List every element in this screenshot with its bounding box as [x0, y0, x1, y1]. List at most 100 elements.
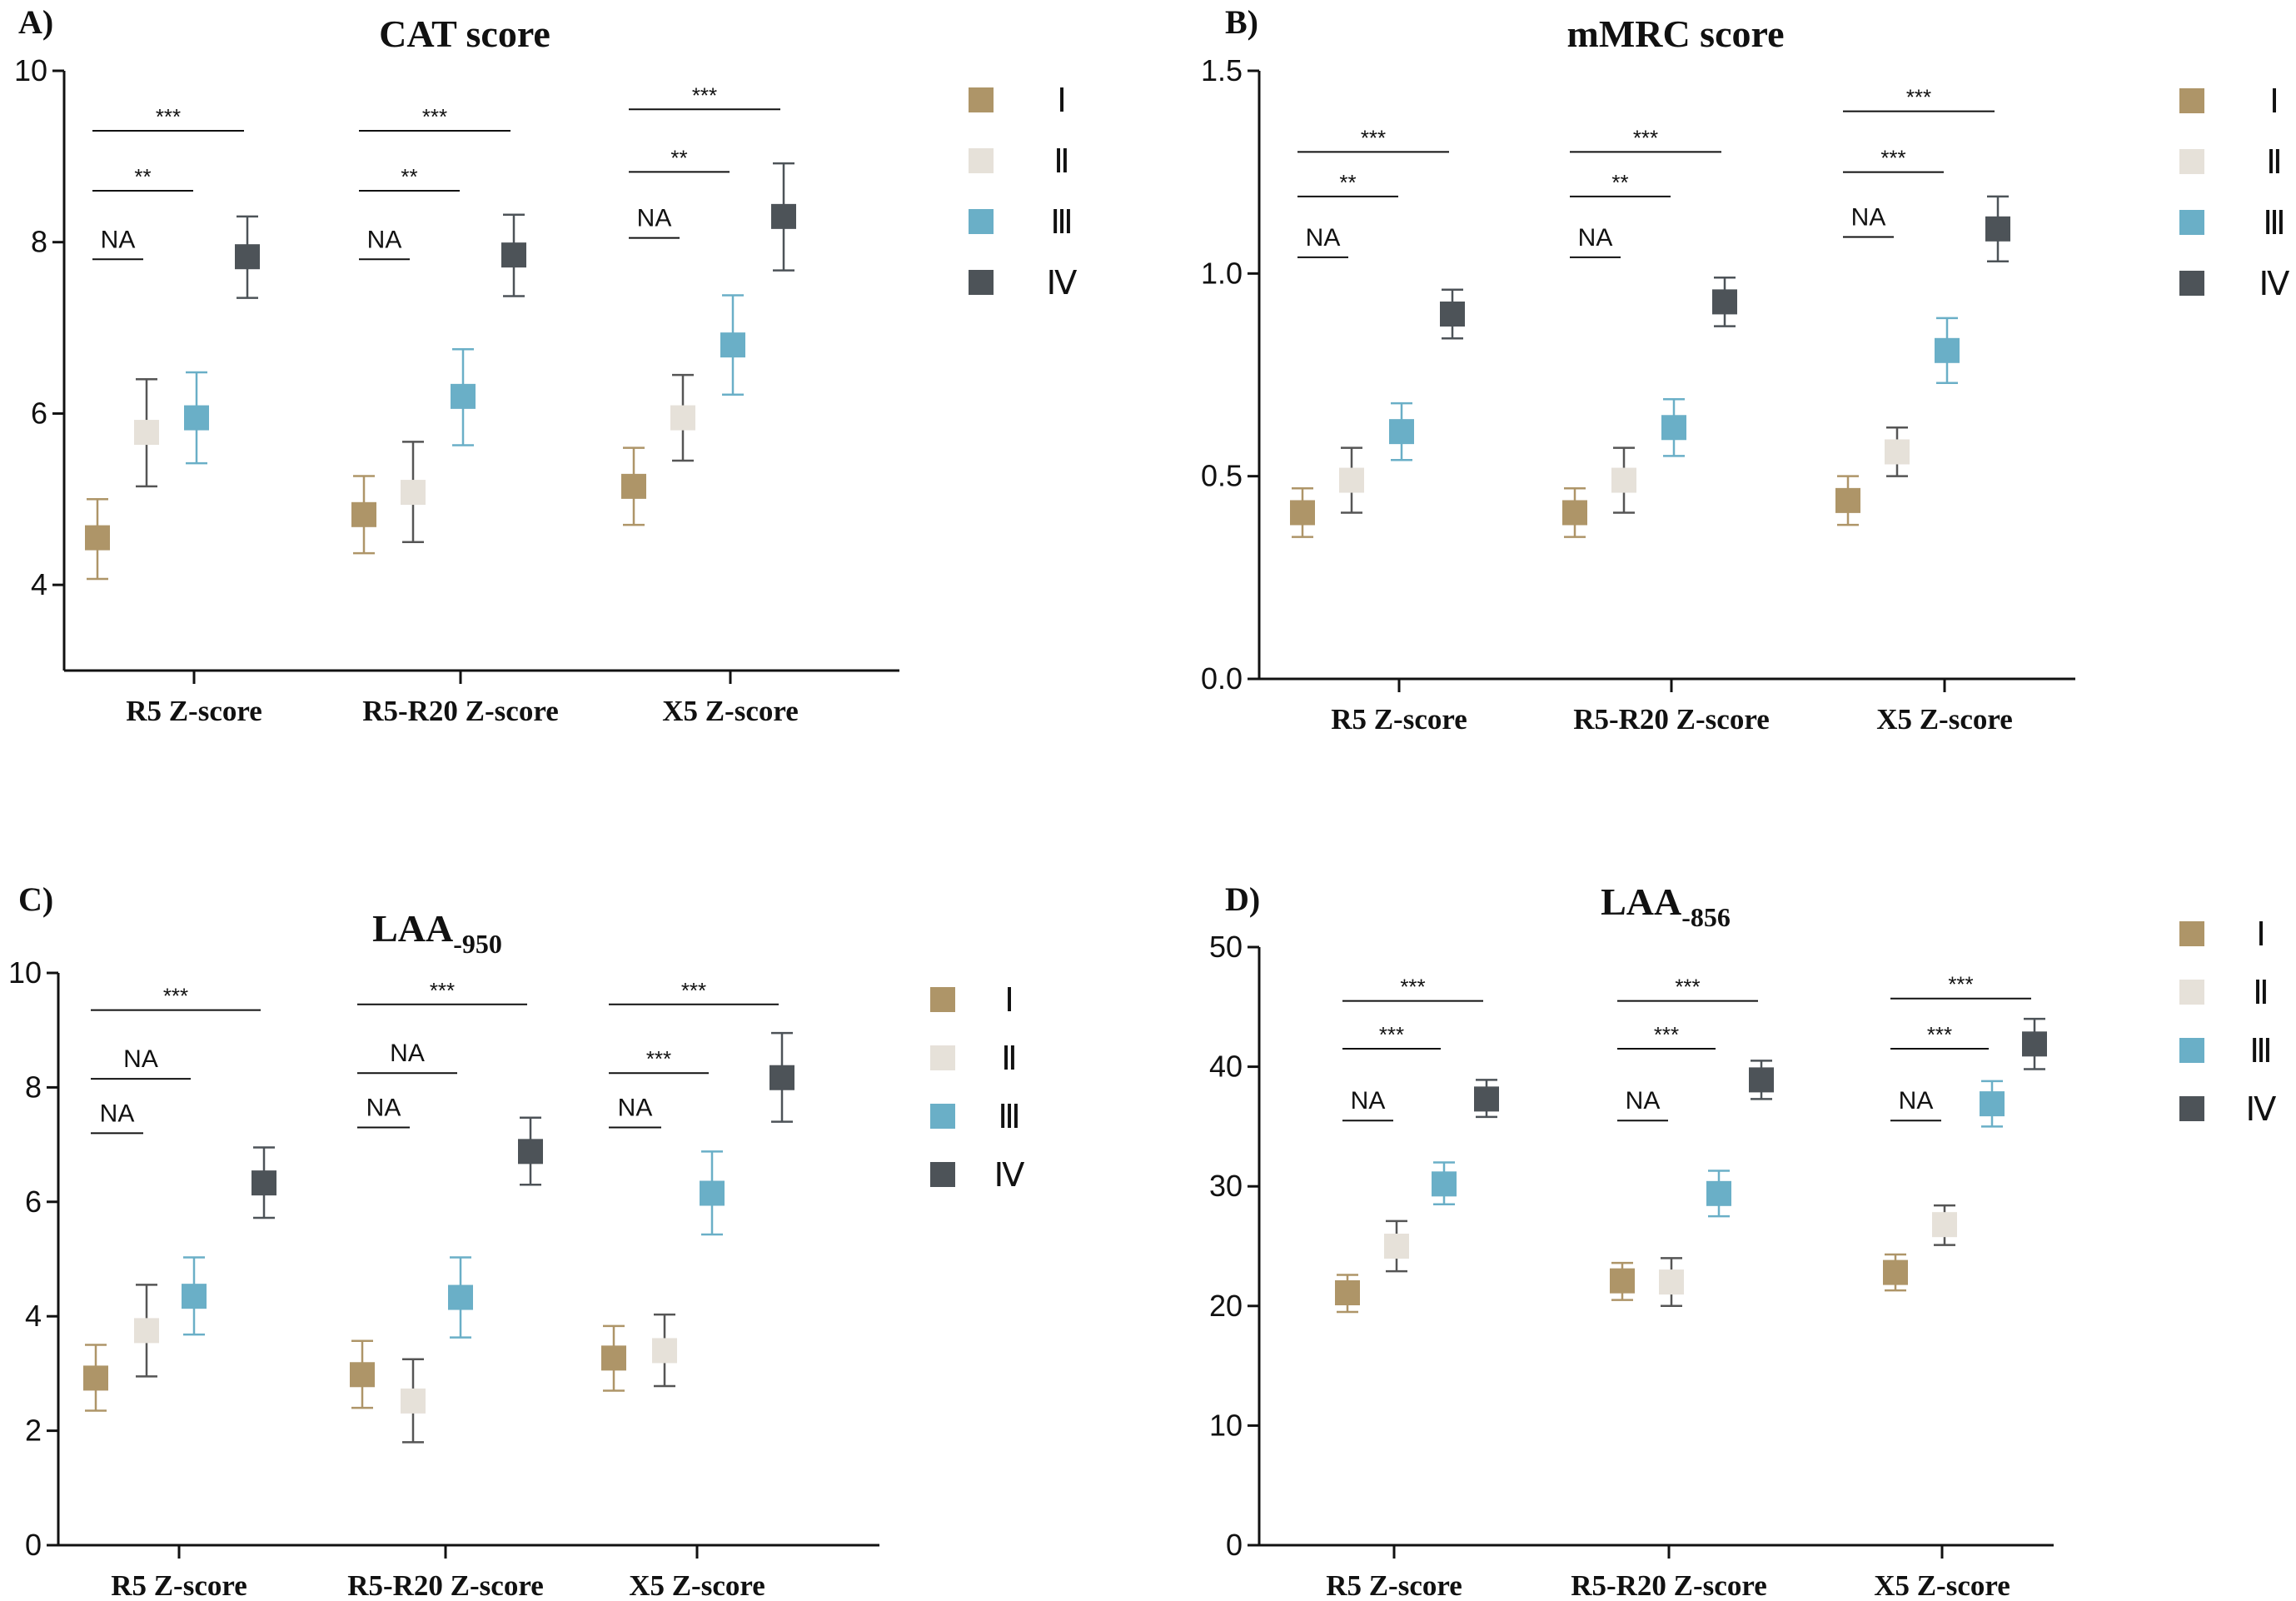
mean-marker-ii — [134, 1318, 159, 1344]
significance-label: *** — [1948, 972, 1973, 997]
significance-label: NA — [1626, 1087, 1661, 1115]
legend-swatch — [930, 987, 955, 1012]
significance-label: *** — [156, 104, 181, 129]
panel-b-plot: 0.0 0.5 1.0 1.5 R5 Z-score R5-R20 Z-score X5 Z… — [1201, 53, 2290, 736]
mean-marker-ii — [1932, 1212, 1957, 1238]
y-tick-label: 10 — [1209, 1408, 1243, 1442]
y-tick-label: 6 — [25, 1185, 42, 1219]
mean-marker-iii — [1706, 1180, 1731, 1206]
legend-swatch — [930, 1162, 955, 1187]
mean-marker-i — [351, 501, 376, 527]
legend-swatch — [969, 209, 994, 234]
y-tick-label: 10 — [8, 955, 42, 990]
mean-marker-i — [350, 1362, 375, 1388]
mean-marker-i — [601, 1345, 626, 1371]
y-tick-label: 10 — [14, 53, 47, 87]
legend-swatch — [969, 148, 994, 173]
legend-swatch — [2179, 921, 2204, 946]
significance-label: *** — [681, 978, 706, 1003]
legend-swatch — [2179, 210, 2204, 235]
y-tick-label: 1.5 — [1201, 53, 1243, 87]
mean-marker-iii — [1935, 337, 1960, 363]
significance-label: NA — [1578, 224, 1613, 252]
mean-marker-iv — [1749, 1067, 1774, 1093]
y-tick-label: 1.0 — [1201, 256, 1243, 290]
significance-label: NA — [101, 226, 136, 253]
legend-label: Ⅰ — [2269, 82, 2279, 120]
significance-label: *** — [692, 82, 717, 107]
significance-label: NA — [618, 1094, 653, 1121]
significance-label: *** — [1880, 146, 1905, 171]
mean-marker-iv — [252, 1170, 276, 1196]
panel-d-title: LAA-856 — [1601, 880, 1731, 932]
mean-marker-ii — [401, 480, 426, 506]
legend-swatch — [2179, 88, 2204, 113]
legend-label: Ⅳ — [2246, 1090, 2277, 1128]
panel-b-letter: B) — [1225, 3, 1258, 41]
significance-label: *** — [1633, 125, 1658, 150]
legend-label: Ⅰ — [2256, 915, 2266, 953]
x-category-label: R5-R20 Z-score — [362, 695, 559, 727]
legend-swatch — [2179, 980, 2204, 1005]
legend-swatch — [969, 87, 994, 112]
y-tick-label: 0 — [1226, 1528, 1243, 1562]
y-tick-label: 4 — [31, 567, 47, 601]
mean-marker-iii — [184, 405, 209, 431]
panel-c-letter: C) — [18, 880, 53, 918]
panel-c: C) LAA-950 0 2 4 6 8 10 R5 Z-score R5-R20 Z-sco… — [8, 880, 1025, 1601]
mean-marker-i — [1290, 500, 1315, 526]
significance-label: NA — [390, 1040, 425, 1067]
x-category-label: X5 Z-score — [629, 1569, 765, 1601]
panel-b-title: mMRC score — [1567, 12, 1785, 55]
significance-label: *** — [163, 984, 188, 1009]
panel-a-title: CAT score — [379, 12, 550, 55]
panel-c-title-main: LAA — [372, 907, 453, 950]
significance-label: NA — [366, 1094, 401, 1121]
x-category-label: X5 Z-score — [1874, 1569, 2010, 1601]
significance-label: *** — [1400, 975, 1425, 1000]
significance-label: *** — [1379, 1022, 1404, 1047]
panel-c-title: LAA-950 — [372, 907, 502, 959]
legend-label: Ⅰ — [1057, 82, 1067, 119]
legend-label: Ⅰ — [1004, 981, 1014, 1019]
y-tick-label: 4 — [25, 1299, 42, 1333]
legend-swatch — [2179, 1096, 2204, 1121]
panel-a-letter: A) — [18, 3, 53, 41]
x-category-label: R5-R20 Z-score — [347, 1569, 544, 1601]
significance-label: *** — [1654, 1022, 1679, 1047]
mean-marker-iii — [1389, 419, 1414, 445]
significance-label: *** — [1361, 125, 1386, 150]
legend-label: Ⅲ — [1050, 203, 1073, 241]
mean-marker-iii — [1432, 1171, 1457, 1197]
significance-label: NA — [1851, 204, 1886, 232]
legend-swatch — [2179, 1038, 2204, 1063]
panel-c-plot: 0 2 4 6 8 10 R5 Z-score R5-R20 Z-score X5 Z-scor… — [8, 955, 1025, 1601]
significance-label: NA — [637, 205, 672, 232]
x-category-label: X5 Z-score — [1876, 703, 2013, 736]
x-category-label: X5 Z-score — [662, 695, 799, 727]
mean-marker-iv — [518, 1139, 543, 1165]
panel-d-title-sub: -856 — [1681, 902, 1731, 932]
mean-marker-i — [1562, 500, 1587, 526]
mean-marker-iv — [501, 242, 526, 268]
significance-label: *** — [422, 104, 447, 129]
x-category-label: R5-R20 Z-score — [1573, 703, 1770, 736]
panel-d-letter: D) — [1225, 880, 1260, 918]
mean-marker-i — [1835, 487, 1860, 513]
mean-marker-i — [85, 525, 110, 551]
mean-marker-iv — [769, 1065, 794, 1090]
legend-label: Ⅱ — [1001, 1040, 1018, 1077]
significance-label: ** — [1611, 170, 1628, 195]
mean-marker-iii — [451, 383, 476, 409]
legend-swatch — [969, 270, 994, 295]
legend-swatch — [930, 1045, 955, 1070]
mean-marker-iii — [700, 1180, 725, 1206]
legend-label: Ⅲ — [2249, 1032, 2273, 1070]
mean-marker-iii — [182, 1284, 207, 1309]
mean-marker-iv — [1474, 1086, 1499, 1112]
mean-marker-ii — [652, 1338, 677, 1364]
mean-marker-ii — [134, 420, 159, 446]
legend-label: Ⅱ — [1053, 142, 1070, 180]
significance-label: *** — [1906, 85, 1931, 110]
mean-marker-iii — [1980, 1091, 2005, 1117]
